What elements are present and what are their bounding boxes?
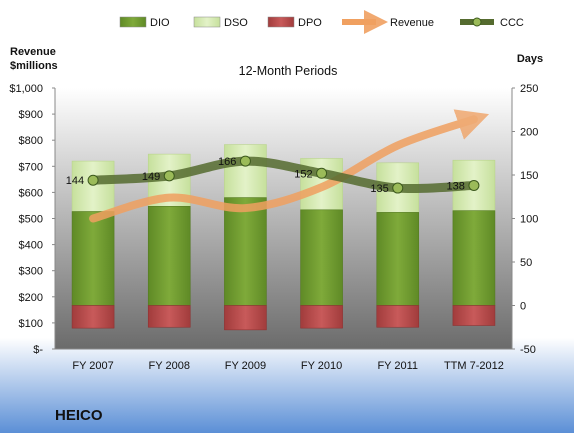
legend-label-revenue: Revenue: [390, 17, 434, 29]
x-tick-label: FY 2007: [72, 360, 113, 372]
left-tick-label: $-: [33, 344, 43, 356]
x-tick-label: TTM 7-2012: [444, 360, 504, 372]
legend-marker-ccc: [472, 17, 482, 27]
legend-label-dso: DSO: [224, 17, 248, 29]
right-tick-label: 100: [520, 214, 538, 226]
right-axis-ticks: -50 0 50 100 150 200 250: [511, 83, 538, 356]
left-tick-label: $100: [19, 318, 43, 330]
right-tick-label: 50: [520, 257, 532, 269]
left-tick-label: $700: [19, 161, 43, 173]
left-tick-label: $900: [19, 109, 43, 121]
left-tick-label: $300: [19, 266, 43, 278]
left-axis-label-line: $millions: [10, 60, 58, 72]
bar-dio: [71, 211, 115, 306]
legend-swatch-dpo: [267, 16, 295, 28]
ccc-point: [316, 167, 328, 179]
bar-dio: [452, 210, 496, 306]
ccc-point: [163, 170, 175, 182]
bar-dio: [147, 206, 191, 306]
chart-title: 12-Month Periods: [239, 64, 338, 78]
x-axis-ticks: FY 2007 FY 2008 FY 2009 FY 2010 FY 2011 TTM 7…: [55, 348, 512, 372]
ccc-data-label: 144: [66, 175, 84, 187]
ccc-data-label: 135: [370, 183, 388, 195]
left-tick-label: $500: [19, 214, 43, 226]
left-tick-label: $800: [19, 135, 43, 147]
bar-dpo: [147, 305, 191, 328]
legend-label-dpo: DPO: [298, 17, 322, 29]
bar-dpo: [376, 305, 420, 328]
ccc-data-label: 138: [447, 180, 465, 192]
bar-dio: [224, 197, 267, 306]
left-tick-label: $600: [19, 187, 43, 199]
bar-dio: [376, 212, 420, 306]
bar-dio: [300, 209, 343, 306]
x-tick-label: FY 2009: [225, 360, 266, 372]
right-tick-label: 0: [520, 301, 526, 313]
ccc-line: [88, 156, 479, 194]
x-tick-label: FY 2010: [301, 360, 342, 372]
data-labels: 144 149 166 152 135 138: [66, 156, 465, 195]
left-tick-label: $200: [19, 292, 43, 304]
x-tick-label: FY 2008: [149, 360, 190, 372]
bar-dso: [224, 144, 267, 198]
legend: DIO DSO DPO Revenue CCC: [119, 10, 524, 34]
revenue-line: [89, 109, 490, 223]
ccc-data-label: 166: [218, 156, 236, 168]
legend-label-ccc: CCC: [500, 17, 524, 29]
bar-dpo: [452, 305, 496, 326]
right-tick-label: 250: [520, 83, 538, 95]
legend-swatch-dio: [119, 16, 147, 28]
bar-dpo: [224, 305, 267, 331]
bar-dpo: [300, 305, 343, 329]
bar-dso: [71, 160, 115, 212]
legend-swatch-dso: [193, 16, 221, 28]
right-tick-label: 150: [520, 170, 538, 182]
lines: [87, 109, 490, 223]
left-tick-label: $1,000: [9, 83, 43, 95]
ccc-point: [87, 174, 99, 186]
right-tick-label: -50: [520, 344, 536, 356]
company-name: HEICO: [55, 407, 103, 424]
ccc-data-label: 152: [294, 168, 312, 180]
right-axis-label: Days: [517, 53, 543, 65]
bar-dpo: [71, 305, 115, 329]
ccc-point: [239, 155, 251, 167]
right-tick-label: 200: [520, 127, 538, 139]
ccc-point: [392, 182, 404, 194]
ccc-data-label: 149: [142, 171, 160, 183]
left-axis-label: Revenue $millions: [10, 46, 58, 72]
ccc-point: [468, 179, 480, 191]
x-tick-label: FY 2011: [377, 360, 418, 372]
left-tick-label: $400: [19, 240, 43, 252]
left-axis-ticks: $- $100 $200 $300 $400 $500 $600 $700 $800 $900 $1…: [9, 83, 56, 356]
legend-label-dio: DIO: [150, 17, 170, 29]
left-axis-label-line: Revenue: [10, 46, 56, 58]
